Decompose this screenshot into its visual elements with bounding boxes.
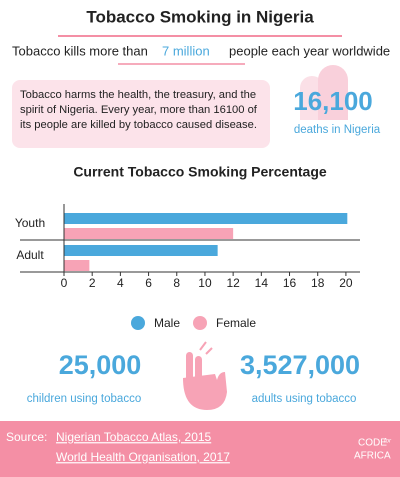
x-tick-label: 8 — [173, 276, 180, 290]
deaths-stat: 16,100 — [293, 86, 373, 116]
x-tick-label: 6 — [145, 276, 152, 290]
bar-chart: Youth Adult 0 2 4 6 8 10 12 14 16 18 20 Male Female — [15, 204, 360, 330]
source-label: Source: — [6, 430, 47, 444]
x-tick-label: 14 — [255, 276, 269, 290]
source-link[interactable]: Nigerian Tobacco Atlas, 2015 — [56, 430, 212, 444]
category-label: Youth — [15, 216, 45, 230]
legend-swatch — [131, 316, 145, 330]
x-tick-label: 0 — [61, 276, 68, 290]
x-tick-label: 16 — [283, 276, 297, 290]
logo-text: AFRICA — [354, 451, 391, 462]
category-label: Adult — [16, 248, 44, 262]
bar — [64, 245, 218, 256]
graves-icon — [300, 65, 348, 120]
x-tick-label: 10 — [198, 276, 212, 290]
chart-title: Current Tobacco Smoking Percentage — [73, 164, 327, 180]
bar — [64, 260, 90, 271]
subtitle-highlight: 7 million — [162, 43, 210, 58]
x-tick-label: 20 — [339, 276, 353, 290]
stat-value: 3,527,000 — [240, 350, 360, 380]
logo-text: for — [384, 439, 392, 445]
x-tick-label: 18 — [311, 276, 325, 290]
hand-icon — [183, 341, 227, 410]
x-tick-label: 4 — [117, 276, 124, 290]
subtitle-end: people each year worldwide — [229, 43, 390, 58]
subtitle-start: Tobacco kills more than — [12, 43, 148, 58]
info-box: Tobacco harms the health, the treasury, … — [12, 80, 270, 148]
bar — [64, 228, 234, 239]
legend-swatch — [193, 316, 207, 330]
logo-text: CODE — [358, 438, 387, 449]
deaths-label: deaths in Nigeria — [294, 124, 381, 136]
legend-label: Male — [154, 316, 180, 330]
stat-label: adults using tobacco — [252, 393, 357, 405]
x-tick-label: 12 — [226, 276, 240, 290]
legend-label: Female — [216, 316, 256, 330]
footer-band — [0, 421, 400, 477]
stat-value: 25,000 — [59, 350, 142, 380]
source-link[interactable]: World Health Organisation, 2017 — [56, 450, 230, 464]
title: Tobacco Smoking in Nigeria — [86, 7, 314, 26]
bar — [64, 213, 348, 224]
stat-label: children using tobacco — [27, 393, 141, 405]
x-tick-label: 2 — [89, 276, 96, 290]
